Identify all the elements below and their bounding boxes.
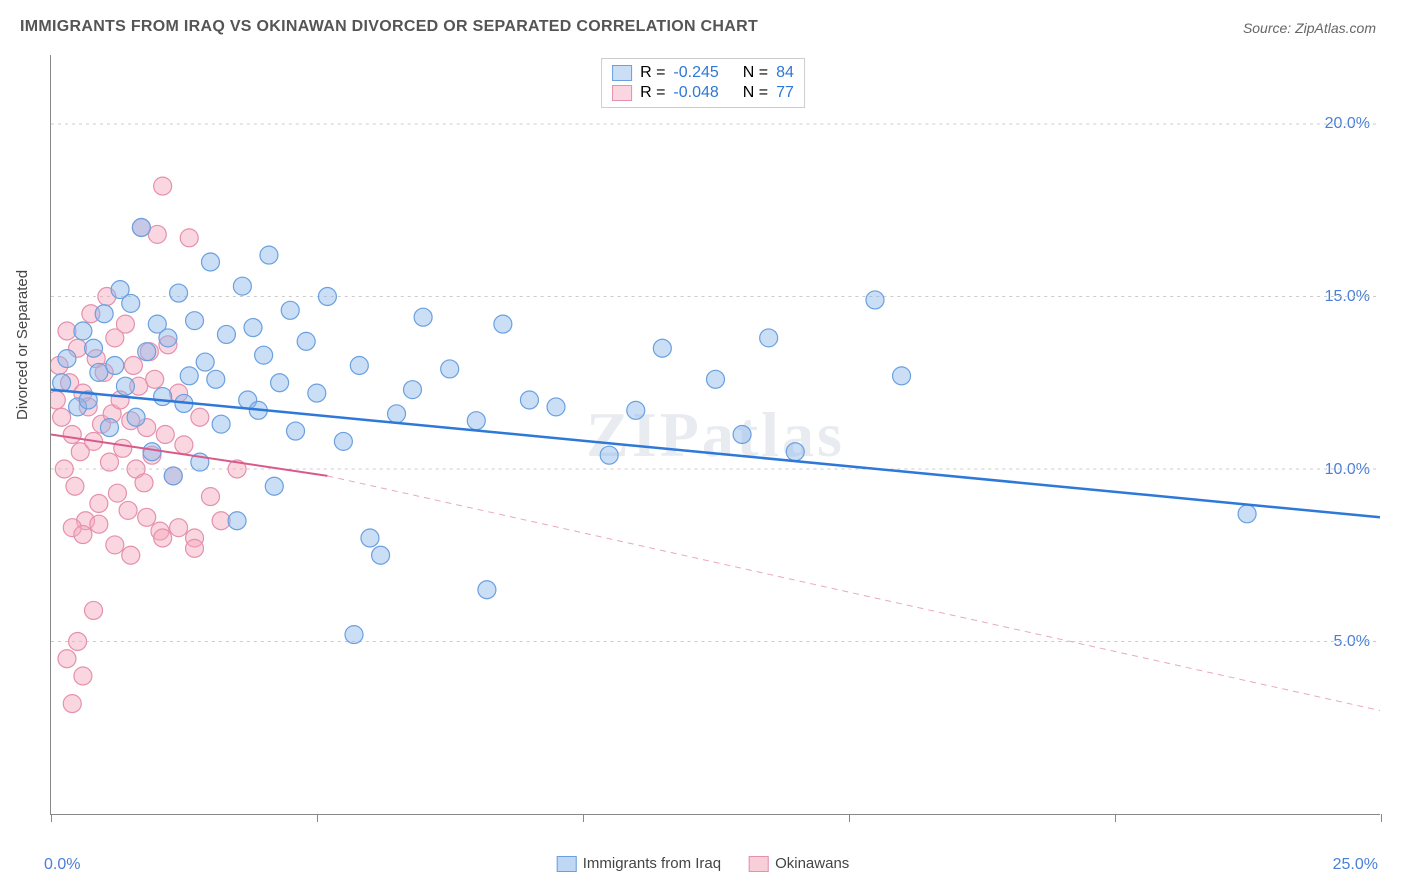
legend-label: Immigrants from Iraq xyxy=(583,855,721,872)
legend-item-iraq: Immigrants from Iraq xyxy=(557,855,721,872)
legend-row-okinawan: R = -0.048 N = 77 xyxy=(612,83,794,103)
x-tick-mark xyxy=(1115,814,1116,822)
x-tick-label-max: 25.0% xyxy=(1333,856,1378,874)
r-value-okinawan: -0.048 xyxy=(673,84,718,102)
legend-item-okinawan: Okinawans xyxy=(749,855,849,872)
x-tick-mark xyxy=(583,814,584,822)
x-tick-mark xyxy=(317,814,318,822)
n-label: N = xyxy=(743,84,768,102)
chart-title: IMMIGRANTS FROM IRAQ VS OKINAWAN DIVORCE… xyxy=(20,18,758,36)
r-label: R = xyxy=(640,64,665,82)
x-tick-label-min: 0.0% xyxy=(44,856,80,874)
y-axis-title: Divorced or Separated xyxy=(14,270,31,420)
swatch-okinawan xyxy=(612,85,632,101)
scatter-svg xyxy=(51,55,1380,814)
swatch-iraq xyxy=(612,65,632,81)
r-label: R = xyxy=(640,84,665,102)
n-label: N = xyxy=(743,64,768,82)
r-value-iraq: -0.245 xyxy=(673,64,718,82)
legend-row-iraq: R = -0.245 N = 84 xyxy=(612,63,794,83)
n-value-iraq: 84 xyxy=(776,64,794,82)
source-attribution: Source: ZipAtlas.com xyxy=(1243,20,1376,36)
swatch-okinawan xyxy=(749,856,769,872)
swatch-iraq xyxy=(557,856,577,872)
x-tick-mark xyxy=(1381,814,1382,822)
n-value-okinawan: 77 xyxy=(776,84,794,102)
legend-label: Okinawans xyxy=(775,855,849,872)
x-tick-mark xyxy=(849,814,850,822)
series-legend: Immigrants from Iraq Okinawans xyxy=(557,855,850,872)
correlation-legend: R = -0.245 N = 84 R = -0.048 N = 77 xyxy=(601,58,805,108)
x-tick-mark xyxy=(51,814,52,822)
plot-area: ZIPatlas 5.0%10.0%15.0%20.0% xyxy=(50,55,1380,815)
